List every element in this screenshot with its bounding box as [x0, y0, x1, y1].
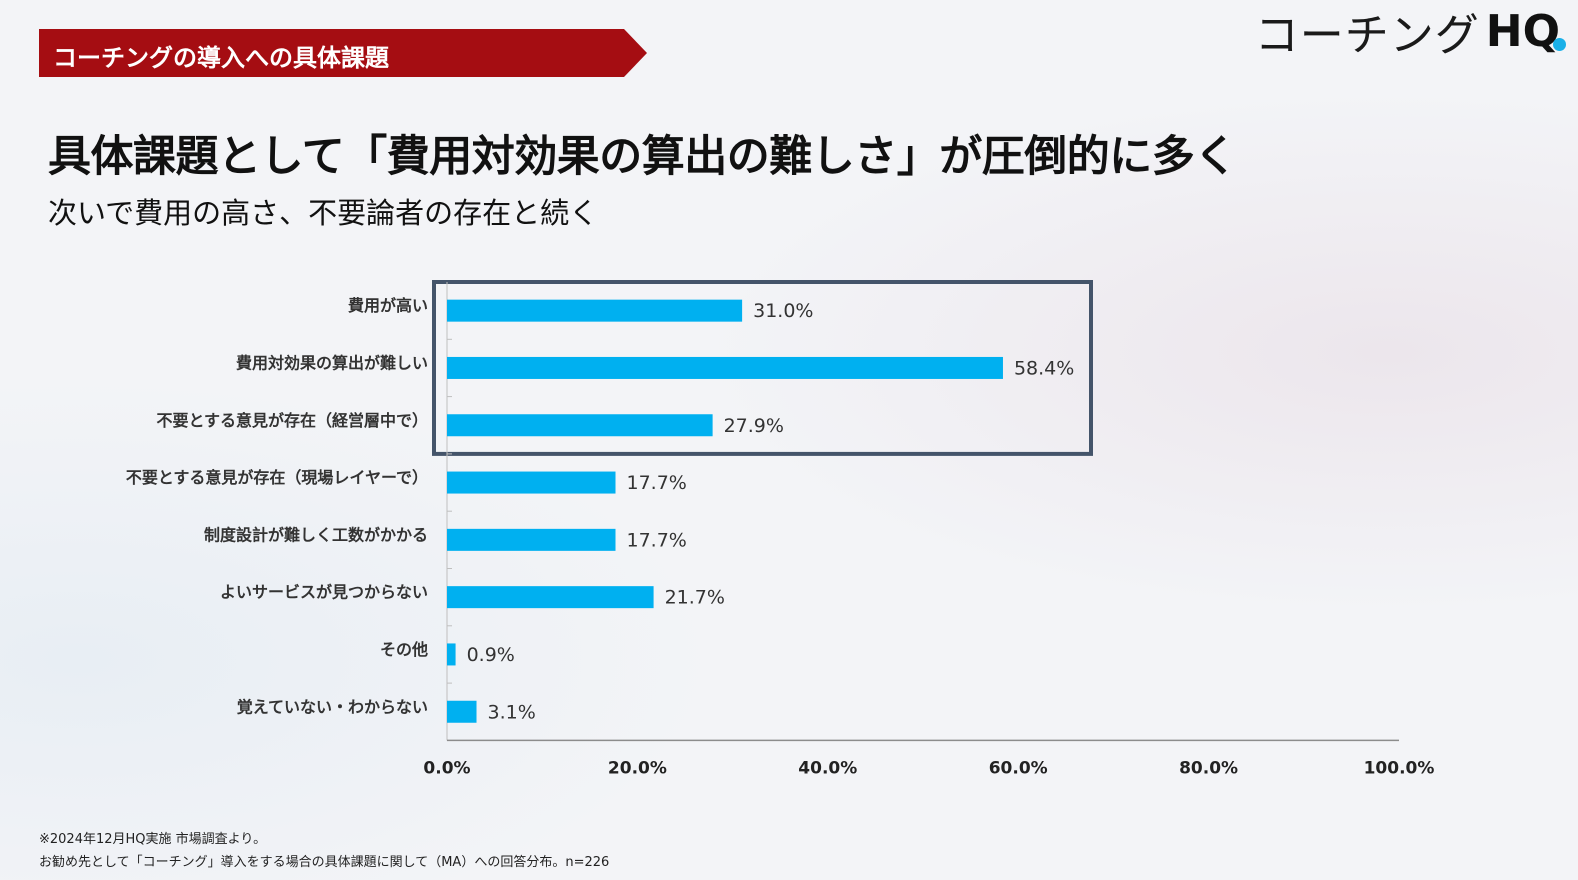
category-label: 覚えていない・わからない [237, 697, 428, 716]
data-label: 17.7% [627, 529, 687, 551]
category-label: 費用が高い [348, 296, 428, 315]
bar [447, 528, 616, 551]
brand-logo: コーチング HQ [1255, 5, 1566, 61]
x-tick-label: 60.0% [989, 758, 1048, 778]
section-label: コーチングの導入への具体課題 [53, 44, 389, 72]
bar [447, 471, 616, 494]
category-label: よいサービスが見つからない [220, 583, 428, 602]
bar [447, 299, 743, 322]
data-label: 0.9% [467, 644, 515, 666]
x-tick-label: 40.0% [798, 758, 857, 778]
bar [447, 643, 456, 666]
bar [447, 586, 654, 609]
page-title: 具体課題として「費用対効果の算出の難しさ」が圧倒的に多く [48, 132, 1237, 182]
category-label: 不要とする意見が存在（現場レイヤーで） [126, 468, 428, 487]
x-tick-label: 80.0% [1179, 758, 1238, 778]
data-label: 17.7% [627, 472, 687, 494]
data-label: 27.9% [724, 415, 784, 437]
page-subtitle: 次いで費用の高さ、不要論者の存在と続く [48, 196, 599, 230]
category-label: 不要とする意見が存在（経営層中で） [156, 411, 428, 430]
footnote-description: お勧め先として「コーチング」導入をする場合の具体課題に関して（MA）への回答分布… [39, 855, 610, 870]
section-banner: コーチングの導入への具体課題 [39, 29, 647, 77]
logo-mark: HQ [1485, 5, 1566, 57]
bar [447, 414, 713, 437]
logo-dot-icon [1553, 37, 1566, 51]
logo-text: コーチング [1254, 10, 1480, 61]
data-label: 21.7% [665, 587, 725, 609]
x-tick-label: 100.0% [1364, 758, 1435, 778]
data-label: 58.4% [1014, 357, 1074, 379]
bar [447, 356, 1003, 379]
category-label: その他 [380, 640, 428, 659]
x-tick-label: 20.0% [608, 758, 667, 778]
data-label: 3.1% [488, 701, 536, 723]
highlight-box [432, 280, 1093, 456]
category-label: 費用対効果の算出が難しい [236, 353, 428, 372]
logo-mark-text: HQ [1485, 5, 1560, 57]
footnotes: ※2024年12月HQ実施 市場調査より。 お勧め先として「コーチング」導入をす… [39, 828, 609, 874]
bar-chart: 費用が高い 31.0% 費用対効果の算出が難しい 58.4% 不要とする意見が存在（経営… [126, 280, 1435, 778]
category-label: 制度設計が難しく工数がかかる [204, 525, 428, 544]
data-label: 31.0% [753, 300, 813, 322]
footnote-source: ※2024年12月HQ実施 市場調査より。 [39, 832, 267, 847]
x-tick-label: 0.0% [423, 758, 470, 778]
bar [447, 700, 477, 723]
